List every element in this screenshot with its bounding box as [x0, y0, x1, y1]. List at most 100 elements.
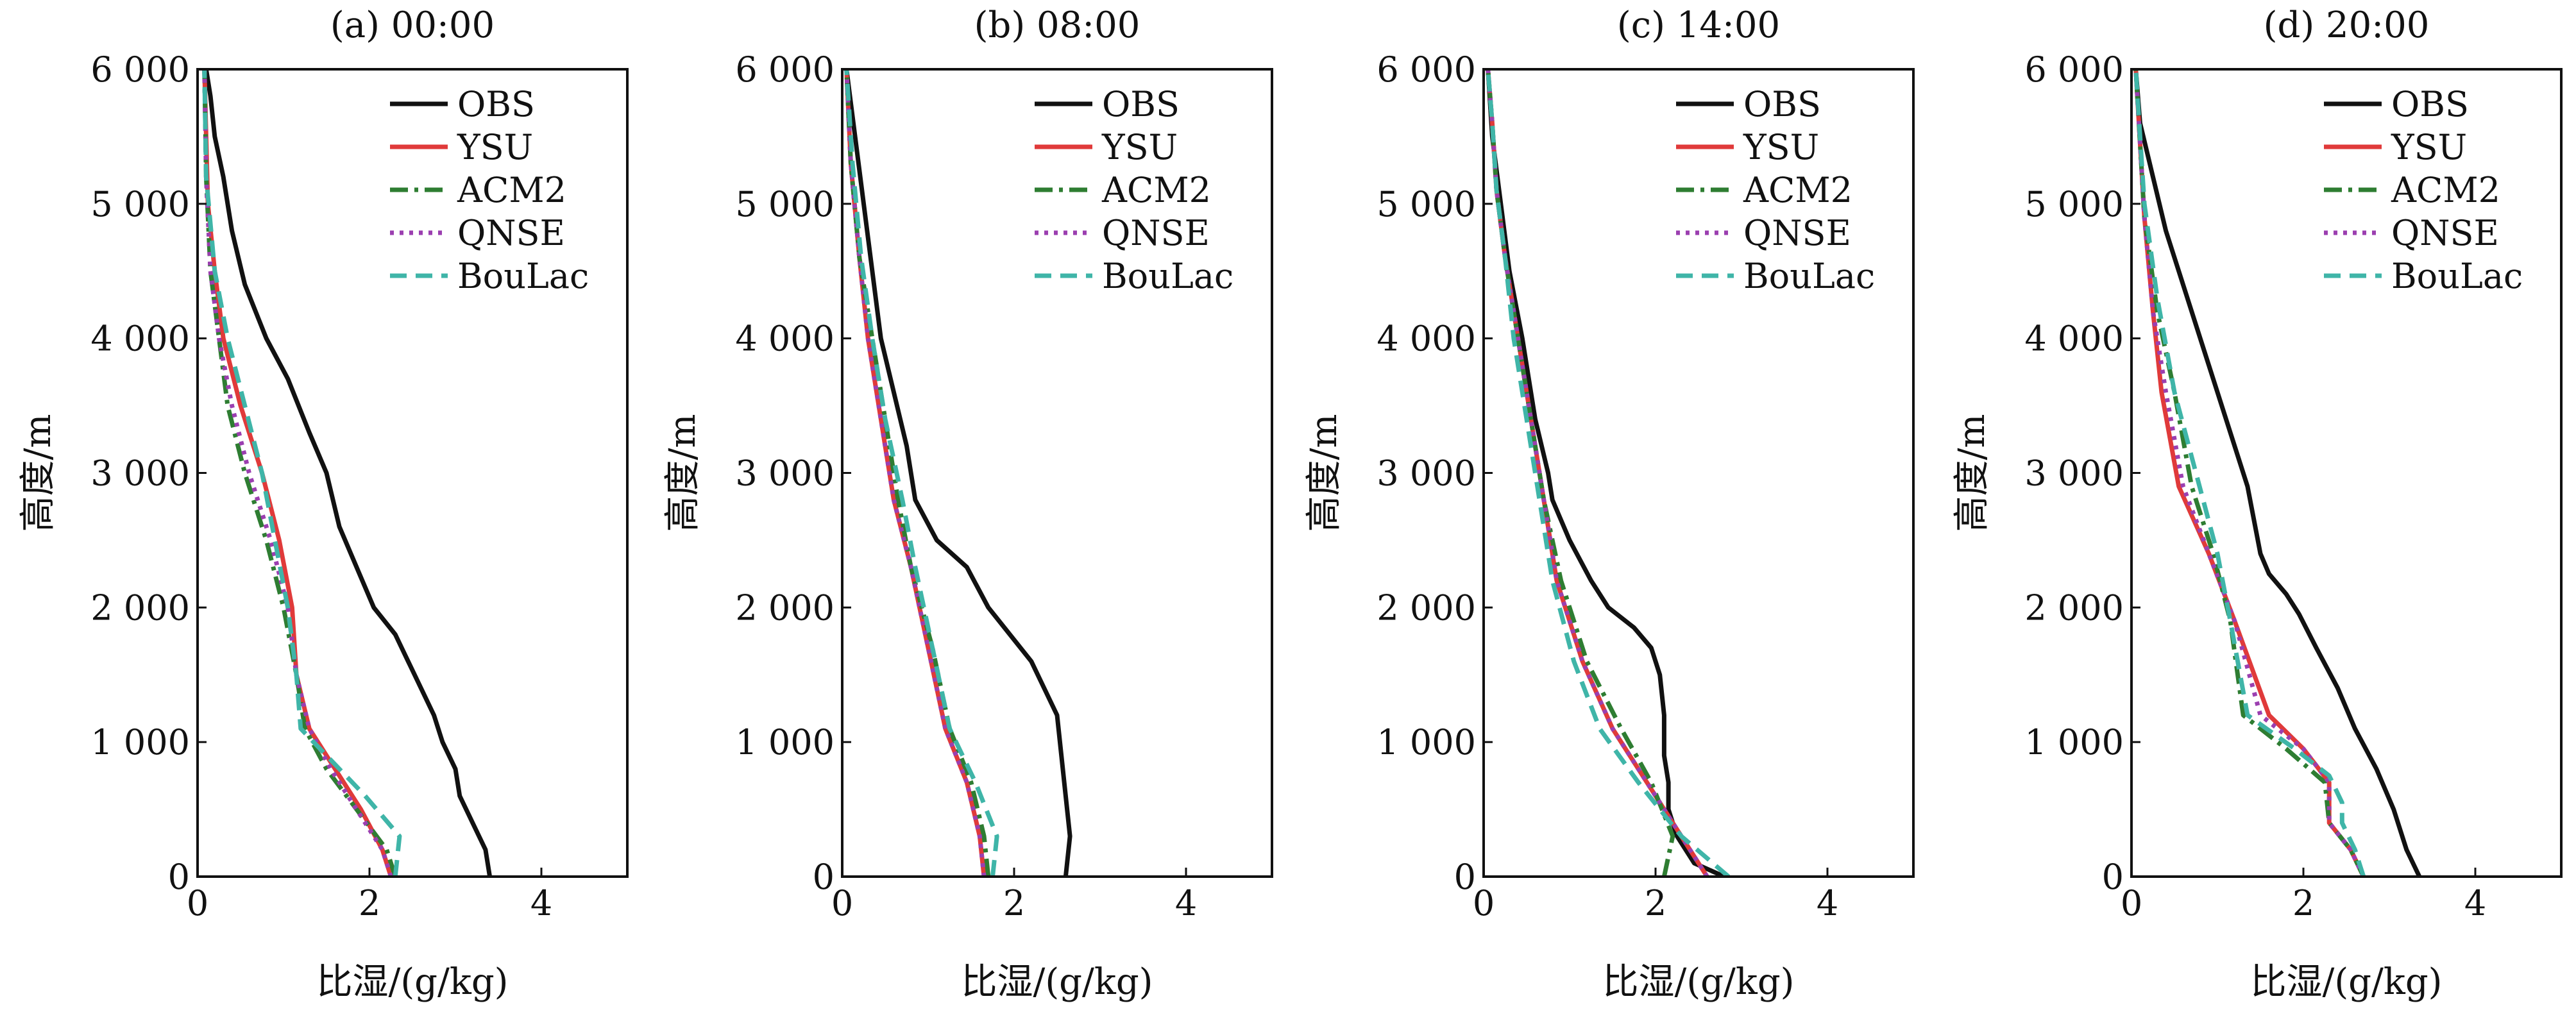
y-tick-label: 5 000: [1377, 184, 1476, 224]
x-axis-label: 比湿/(g/kg): [316, 961, 508, 1003]
legend-label-obs: OBS: [1743, 84, 1821, 124]
series-line-obs: [1486, 69, 1725, 877]
series-line-boulac: [2133, 69, 2366, 877]
series-line-qnse: [202, 69, 393, 877]
y-tick-label: 5 000: [2024, 184, 2124, 224]
y-tick-label: 4 000: [2024, 319, 2124, 359]
y-tick-label: 1 000: [735, 722, 835, 762]
x-tick-label: 0: [831, 883, 853, 923]
legend-label-ysu: YSU: [1101, 127, 1178, 167]
legend-label-qnse: QNSE: [457, 213, 565, 253]
series-group: [202, 69, 493, 877]
panel-a: (a) 00:00 0 1 000 2 000 3 000 4 000 5 000 6 000…: [17, 4, 629, 1003]
y-tick-label: 6 000: [735, 49, 835, 90]
y-tick-label: 2 000: [90, 587, 190, 628]
series-line-boulac: [1486, 69, 1731, 877]
y-axis-label: 高度/m: [1303, 414, 1345, 532]
legend-label-boulac: BouLac: [1743, 256, 1875, 296]
x-tick-label: 4: [530, 883, 552, 923]
y-tick-label: 1 000: [90, 722, 190, 762]
legend-label-qnse: QNSE: [2391, 213, 2499, 253]
series-line-qnse: [1486, 69, 1709, 877]
y-tick-label: 3 000: [735, 453, 835, 494]
x-tick-label: 0: [1473, 883, 1495, 923]
y-tick-label: 1 000: [1377, 722, 1476, 762]
x-tick-label: 2: [1003, 883, 1025, 923]
series-line-qnse: [2133, 69, 2366, 877]
y-tick-label: 2 000: [735, 587, 835, 628]
panel-title: (b) 08:00: [974, 4, 1140, 46]
y-tick-label: 5 000: [735, 184, 835, 224]
x-tick-label: 2: [1645, 883, 1666, 923]
x-tick-label: 0: [187, 883, 208, 923]
y-axis-label: 高度/m: [662, 414, 704, 532]
y-axis-label: 高度/m: [1951, 414, 1993, 532]
panel-b: (b) 08:00 0 1 000 2 000 3 000 4 000 5 000 6 000…: [662, 4, 1273, 1003]
x-tick-label: 4: [2464, 883, 2486, 923]
series-line-acm2: [844, 69, 991, 877]
panel-d: (d) 20:00 0 1 000 2 000 3 000 4 000 5 000 6 000…: [1951, 4, 2563, 1003]
legend-label-acm2: ACM2: [457, 170, 566, 210]
y-tick-label: 2 000: [1377, 587, 1476, 628]
y-tick-label: 0: [2102, 857, 2124, 897]
series-group: [1486, 69, 1731, 877]
panel-c: (c) 14:00 0 1 000 2 000 3 000 4 000 5 000 6 000…: [1303, 4, 1915, 1003]
series-line-ysu: [844, 69, 987, 877]
x-tick-label: 2: [359, 883, 380, 923]
x-tick-label: 2: [2292, 883, 2314, 923]
y-tick-label: 2 000: [2024, 587, 2124, 628]
series-line-acm2: [2133, 69, 2366, 877]
series-line-obs: [203, 69, 493, 877]
y-tick-label: 4 000: [90, 319, 190, 359]
legend-label-acm2: ACM2: [1101, 170, 1211, 210]
y-tick-label: 0: [168, 857, 190, 897]
legend-label-obs: OBS: [1102, 84, 1180, 124]
legend-label-acm2: ACM2: [2391, 170, 2500, 210]
y-tick-label: 4 000: [1377, 319, 1476, 359]
series-line-ysu: [202, 69, 393, 877]
panel-title: (a) 00:00: [330, 4, 495, 46]
legend-label-ysu: YSU: [2391, 127, 2467, 167]
panel-title: (c) 14:00: [1617, 4, 1780, 46]
panel-title: (d) 20:00: [2264, 4, 2430, 46]
y-tick-label: 0: [813, 857, 835, 897]
x-tick-label: 4: [1817, 883, 1838, 923]
legend-label-ysu: YSU: [457, 127, 533, 167]
series-group: [2133, 69, 2422, 877]
legend-label-boulac: BouLac: [457, 256, 589, 296]
series-line-obs: [844, 69, 1072, 877]
y-tick-label: 6 000: [1377, 49, 1476, 90]
y-tick-label: 0: [1454, 857, 1476, 897]
y-tick-label: 5 000: [90, 184, 190, 224]
legend-label-boulac: BouLac: [1102, 256, 1233, 296]
y-tick-label: 3 000: [2024, 453, 2124, 494]
x-axis-label: 比湿/(g/kg): [961, 961, 1153, 1003]
x-tick-label: 4: [1175, 883, 1197, 923]
legend-label-acm2: ACM2: [1743, 170, 1852, 210]
series-group: [844, 69, 1072, 877]
y-tick-label: 1 000: [2024, 722, 2124, 762]
y-tick-label: 6 000: [2024, 49, 2124, 90]
legend-label-ysu: YSU: [1743, 127, 1819, 167]
x-axis-label: 比湿/(g/kg): [2250, 961, 2442, 1003]
y-tick-label: 3 000: [1377, 453, 1476, 494]
series-line-qnse: [844, 69, 987, 877]
x-axis-label: 比湿/(g/kg): [1602, 961, 1794, 1003]
series-line-boulac: [844, 69, 999, 877]
legend-label-obs: OBS: [2391, 84, 2469, 124]
y-tick-label: 6 000: [90, 49, 190, 90]
y-tick-label: 4 000: [735, 319, 835, 359]
y-tick-label: 3 000: [90, 453, 190, 494]
legend-label-qnse: QNSE: [1743, 213, 1851, 253]
x-tick-label: 0: [2121, 883, 2142, 923]
legend-label-qnse: QNSE: [1102, 213, 1210, 253]
series-line-boulac: [202, 69, 402, 877]
y-axis-label: 高度/m: [17, 414, 59, 532]
series-line-ysu: [1486, 69, 1709, 877]
series-line-acm2: [1486, 69, 1675, 877]
series-line-acm2: [202, 69, 398, 877]
